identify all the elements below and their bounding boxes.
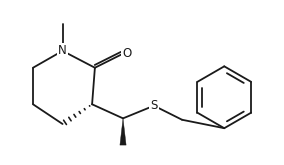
Text: S: S bbox=[150, 99, 158, 112]
Text: N: N bbox=[58, 44, 67, 57]
Polygon shape bbox=[120, 118, 126, 145]
Text: O: O bbox=[122, 47, 131, 60]
